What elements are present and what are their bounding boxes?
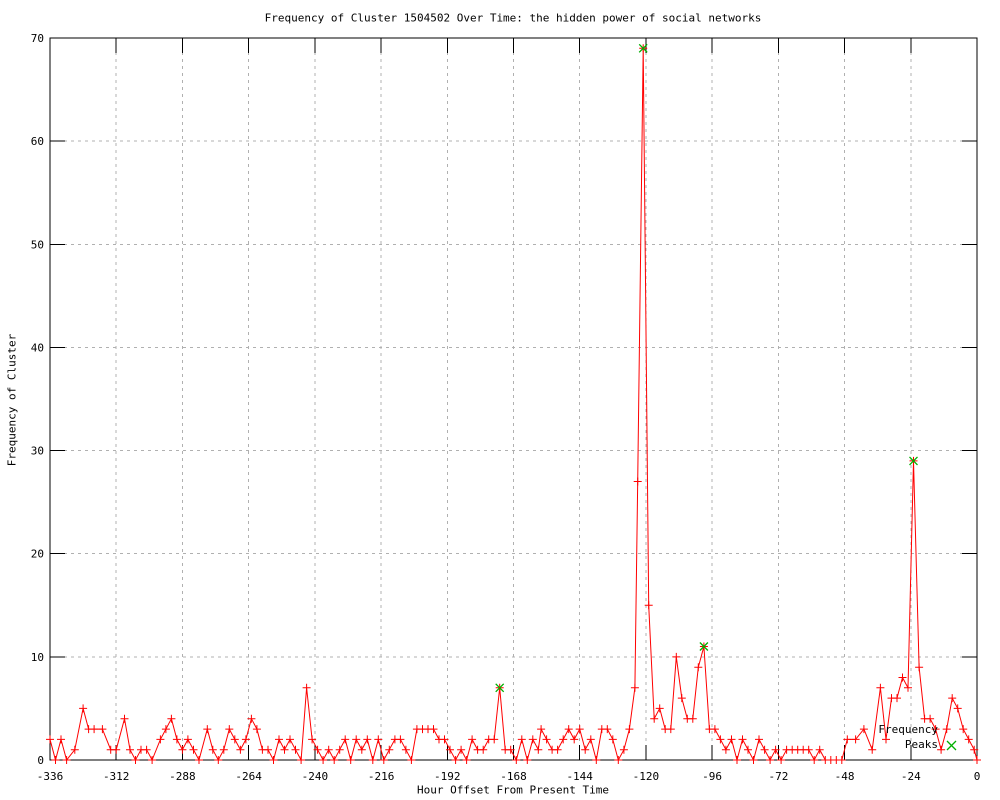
x-tick-label: -144 xyxy=(566,770,593,783)
x-tick-label: -168 xyxy=(500,770,527,783)
legend-label-line1: Frequency xyxy=(878,723,938,736)
y-tick-label: 40 xyxy=(31,341,44,354)
peak-markers xyxy=(495,43,918,693)
series-point-markers xyxy=(46,44,981,764)
y-tick-label: 70 xyxy=(31,32,44,45)
x-axis-label: Hour Offset From Present Time xyxy=(416,783,610,797)
x-tick-label: -192 xyxy=(434,770,461,783)
x-tick-label: -264 xyxy=(235,770,262,783)
peak-marker-icon xyxy=(946,740,957,751)
x-tick-label: -72 xyxy=(768,770,788,783)
x-tick-label: -240 xyxy=(302,770,329,783)
x-tick-label: -312 xyxy=(103,770,130,783)
x-tick-label: -288 xyxy=(169,770,196,783)
y-tick-label: 10 xyxy=(31,651,44,664)
x-tick-label: -96 xyxy=(702,770,722,783)
x-tick-label: -48 xyxy=(835,770,855,783)
y-tick-label: 20 xyxy=(31,548,44,561)
y-tick-label: 60 xyxy=(31,135,44,148)
y-tick-label: 0 xyxy=(37,754,44,767)
y-tick-label: 50 xyxy=(31,238,44,251)
legend: Frequency Peaks xyxy=(838,722,957,752)
x-tick-label: 0 xyxy=(974,770,981,783)
y-tick-label: 30 xyxy=(31,445,44,458)
x-tick-label: -120 xyxy=(633,770,660,783)
legend-label-line2: Peaks xyxy=(904,738,938,751)
x-tick-label: -216 xyxy=(368,770,395,783)
chart-title: Frequency of Cluster 1504502 Over Time: … xyxy=(264,11,762,25)
y-axis-label: Frequency of Cluster xyxy=(5,333,19,467)
x-tick-label: -24 xyxy=(901,770,921,783)
plot-border xyxy=(49,37,978,761)
x-tick-label: -336 xyxy=(37,770,64,783)
